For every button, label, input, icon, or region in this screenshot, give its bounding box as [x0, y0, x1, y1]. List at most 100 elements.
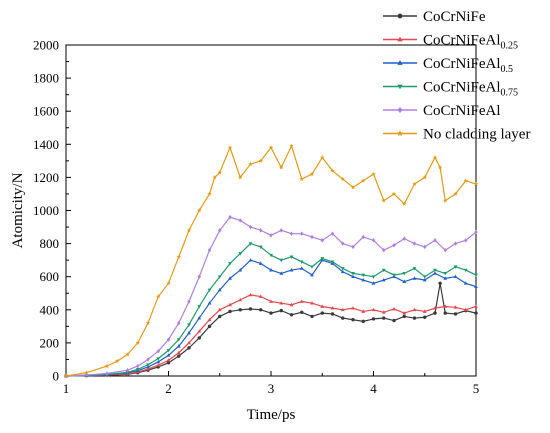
data-point — [166, 280, 171, 286]
data-point — [269, 253, 273, 258]
data-point — [197, 336, 201, 340]
data-point — [310, 314, 314, 319]
data-point — [217, 307, 222, 312]
data-point — [351, 318, 355, 322]
data-point — [433, 311, 437, 315]
legend-item-3: CoCrNiFeAl0.75 — [383, 80, 518, 99]
data-point — [289, 313, 294, 317]
data-point — [309, 171, 315, 177]
data-point — [351, 306, 355, 310]
y-tick-label: 1600 — [33, 104, 59, 119]
data-point — [207, 317, 212, 322]
data-point — [381, 310, 386, 314]
y-tick-label: 1800 — [33, 71, 59, 86]
series-line — [65, 145, 477, 377]
plot-area — [63, 143, 479, 379]
legend-label: CoCrNiFeAl0.75 — [423, 80, 518, 99]
data-point — [422, 277, 427, 282]
data-point — [146, 367, 150, 371]
data-point — [392, 306, 396, 311]
x-axis-title: Time/ps — [247, 407, 296, 423]
data-point — [443, 304, 448, 308]
data-point — [361, 277, 366, 282]
data-point — [320, 311, 324, 315]
data-point — [320, 304, 325, 308]
data-point — [340, 267, 345, 271]
data-point — [381, 198, 387, 203]
data-point — [300, 231, 304, 236]
legend-swatch-marker — [397, 36, 403, 42]
data-point — [474, 284, 478, 288]
data-point — [371, 281, 376, 285]
data-point — [104, 363, 110, 368]
data-point — [289, 268, 294, 272]
data-point — [166, 353, 171, 357]
data-point — [310, 234, 314, 240]
data-point — [437, 165, 443, 170]
data-point — [371, 307, 376, 312]
data-point — [207, 191, 212, 196]
data-point — [258, 245, 263, 249]
data-point — [473, 181, 479, 186]
data-point — [228, 262, 232, 266]
series-0 — [64, 281, 478, 378]
data-point — [412, 267, 417, 271]
data-point — [433, 268, 437, 273]
data-point — [135, 368, 140, 372]
data-point — [217, 287, 222, 292]
data-point — [299, 176, 305, 181]
data-point — [464, 238, 468, 243]
data-point — [135, 340, 141, 345]
data-point — [360, 178, 366, 183]
data-point — [401, 201, 407, 206]
data-point — [259, 308, 263, 312]
data-point — [248, 258, 253, 262]
data-point — [187, 323, 191, 327]
data-point — [207, 248, 212, 253]
data-point — [443, 248, 447, 253]
data-point — [238, 252, 243, 256]
data-point — [156, 348, 160, 354]
data-point — [156, 357, 161, 361]
series-line — [65, 243, 477, 377]
data-point — [423, 315, 427, 319]
data-point — [340, 307, 345, 312]
data-point — [218, 314, 222, 319]
data-point — [402, 279, 407, 284]
data-point — [463, 281, 468, 285]
data-point — [197, 329, 202, 333]
data-point — [258, 261, 263, 265]
data-point — [207, 288, 212, 292]
data-point — [197, 274, 201, 279]
data-point — [279, 271, 284, 275]
y-tick-label: 800 — [40, 236, 60, 251]
data-point — [381, 277, 386, 282]
data-point — [392, 243, 396, 248]
data-point — [453, 274, 458, 279]
data-point — [443, 276, 448, 280]
legend-swatch-marker — [397, 84, 403, 90]
data-point — [453, 265, 458, 269]
data-point — [340, 269, 345, 274]
data-point — [279, 228, 283, 233]
data-point — [217, 275, 222, 279]
data-point — [289, 255, 294, 259]
data-point — [412, 307, 417, 312]
data-point — [289, 143, 294, 148]
x-tick-label: 4 — [370, 381, 377, 396]
data-point — [433, 306, 437, 310]
data-point — [114, 358, 120, 364]
data-point — [453, 241, 458, 246]
y-tick-label: 600 — [40, 269, 60, 284]
data-point — [361, 273, 366, 278]
data-point — [423, 244, 427, 250]
data-point — [238, 268, 243, 272]
data-point — [300, 310, 304, 314]
data-point — [268, 145, 274, 150]
y-tick-label: 200 — [40, 335, 60, 350]
data-point — [187, 299, 191, 304]
data-point — [330, 231, 335, 236]
legend-item-5: No cladding layer — [383, 127, 530, 143]
legend-swatch-marker — [397, 106, 403, 114]
legend-item-4: CoCrNiFeAl — [383, 103, 501, 119]
